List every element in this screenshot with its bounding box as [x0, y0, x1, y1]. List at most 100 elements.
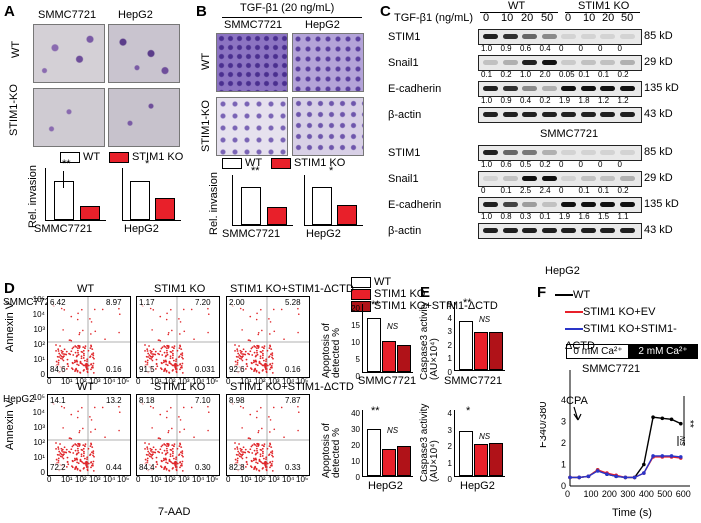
- facs-dot: [181, 450, 184, 453]
- facs-dot: [86, 360, 88, 363]
- blot-quant: 0.1: [481, 70, 493, 79]
- facs-dot: [82, 450, 85, 453]
- tick: 10⁴: [32, 408, 45, 417]
- facs-dot: [118, 405, 120, 408]
- facs-dot: [240, 456, 243, 458]
- facs-dot: [144, 458, 147, 461]
- facs-dot: [256, 449, 258, 452]
- ns-d-hepg2: NS: [387, 426, 399, 435]
- f-point: [632, 475, 637, 480]
- facs-dot: [86, 469, 89, 472]
- facs-dot: [249, 413, 252, 416]
- tick: 10²: [254, 377, 266, 386]
- bar-d-smmc-ko: [382, 341, 396, 372]
- facs-dot: [82, 447, 85, 450]
- facs-dot: [84, 443, 87, 446]
- tick: 2: [447, 442, 452, 451]
- blot-quant: 0.1: [500, 186, 512, 195]
- facs-dot: [60, 307, 63, 310]
- tick: 10⁴: [282, 475, 295, 484]
- facs-dot: [149, 355, 152, 358]
- facs-dot: [146, 457, 149, 460]
- blot-strip: [478, 145, 642, 161]
- blot-band: [600, 176, 615, 181]
- facs-dot: [154, 451, 157, 454]
- tick: 0: [226, 475, 231, 484]
- facs-dot: [247, 339, 250, 341]
- panel-a-row-ko: STIM1-KO: [8, 84, 20, 136]
- tick: 10¹: [61, 475, 73, 484]
- bar-e-smmc-ctd: [489, 332, 503, 370]
- panel-d-bar-ylabel-2: Apoptosis of detected %: [321, 422, 342, 478]
- facs-dot: [81, 308, 83, 311]
- facs-dot: [55, 344, 57, 346]
- facs-dot: [118, 313, 121, 315]
- bar-e-smmc-wt: [459, 321, 473, 370]
- facs-dot: [247, 352, 249, 355]
- blot-quant: 1.0: [481, 96, 493, 105]
- blot-quant: 0.4: [520, 96, 532, 105]
- panel-b-ylabel: Rel. invasion: [208, 172, 220, 235]
- facs-dot: [171, 450, 174, 453]
- facs-dot: [244, 451, 247, 454]
- tick: 10¹: [240, 377, 252, 386]
- facs-dot: [92, 460, 95, 463]
- facs-dot: [73, 459, 76, 462]
- facs-dot: [179, 431, 181, 433]
- panel-c-letter: C: [380, 3, 391, 20]
- facs-dot: [251, 346, 254, 349]
- facs-dot: [163, 370, 165, 373]
- f-ns: NS: [678, 436, 685, 446]
- f-series: [568, 415, 683, 480]
- facs-dot: [258, 469, 261, 472]
- tick: 10²: [164, 377, 176, 386]
- bar-d-hepg2-ko: [382, 449, 396, 476]
- facs-dot: [271, 362, 274, 365]
- facs-dot: [238, 357, 241, 360]
- facs-dot: [251, 460, 253, 463]
- facs-dot: [190, 406, 193, 409]
- facs-dot: [86, 358, 89, 361]
- facs-dot: [157, 339, 160, 341]
- facs-dot: [244, 350, 247, 353]
- facs-dot: [170, 351, 173, 353]
- facs-dot: [90, 431, 92, 433]
- blot-band: [561, 150, 576, 155]
- blot-band: [541, 228, 557, 233]
- facs-dot: [175, 363, 178, 366]
- ns-d-smmc: NS: [387, 322, 399, 331]
- tick: 0: [447, 367, 452, 377]
- facs-dot: [150, 448, 153, 451]
- facs-dot: [89, 318, 91, 320]
- facs-dot: [255, 363, 258, 366]
- tick: 0: [226, 377, 231, 386]
- tick: 10³: [178, 475, 190, 484]
- f-series-line: [570, 456, 681, 479]
- facs-dot: [65, 451, 68, 454]
- facs-dot: [178, 318, 180, 320]
- tick: 5: [355, 355, 360, 364]
- facs-dot: [84, 345, 87, 348]
- tick: 10¹: [150, 377, 162, 386]
- facs-quadrant-value: 0.16: [106, 365, 122, 374]
- facs-dot: [297, 429, 299, 432]
- panel-b-row-ko: STIM1-KO: [200, 100, 212, 152]
- tick: 40: [351, 409, 360, 418]
- f-point: [623, 475, 628, 480]
- facs-dot: [144, 442, 146, 444]
- panel-d-cell-smmc: SMMC7721: [3, 297, 56, 308]
- facs-dot: [166, 364, 169, 367]
- facs-dot: [256, 410, 258, 413]
- bar-d-smmc-ctd: [397, 345, 411, 372]
- panel-d-bar1-ticks: 20 15 10 5 0: [346, 300, 360, 385]
- facs-dot: [255, 369, 258, 372]
- panel-a-letter: A: [4, 3, 15, 20]
- facs-dot: [265, 358, 268, 361]
- facs-dot: [149, 453, 152, 456]
- facs-dot: [157, 437, 160, 439]
- blot-band: [619, 202, 635, 207]
- f-series-line: [570, 455, 681, 479]
- panel-a-col-hepg2: HepG2: [118, 9, 153, 21]
- facs-dot: [269, 466, 271, 469]
- facs-dot: [238, 354, 241, 357]
